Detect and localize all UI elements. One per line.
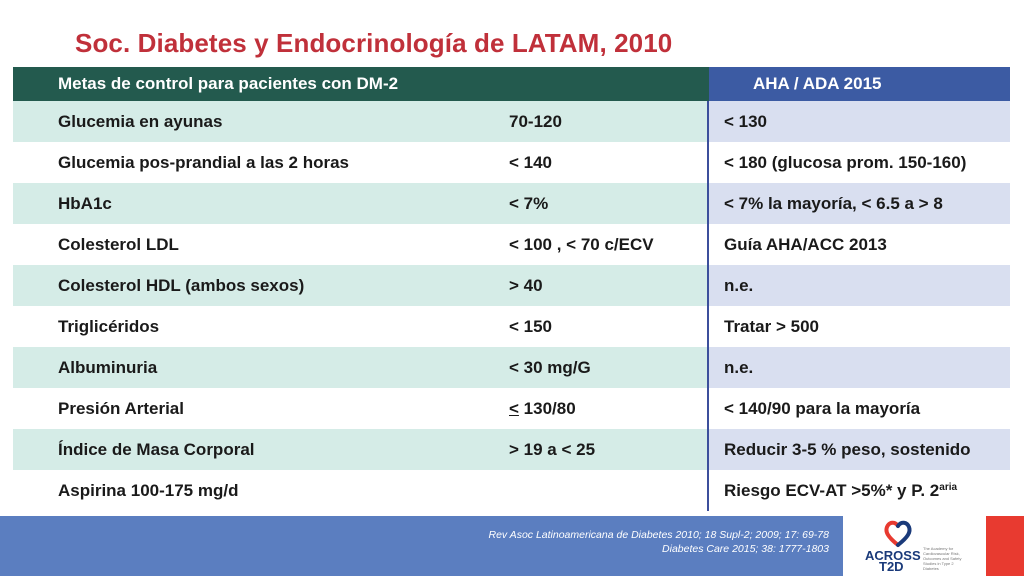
param-cell: Colesterol LDL bbox=[58, 235, 179, 254]
table-row: Colesterol LDL < 100 , < 70 c/ECV Guía A… bbox=[13, 224, 1010, 265]
param-cell: Glucemia en ayunas bbox=[58, 112, 223, 131]
heart-icon bbox=[884, 520, 912, 547]
latam-cell: < 130/80 bbox=[509, 388, 576, 429]
aha-cell: < 130 bbox=[724, 112, 768, 131]
aha-cell: n.e. bbox=[724, 276, 754, 295]
aha-cell: Guía AHA/ACC 2013 bbox=[724, 235, 887, 254]
footer-bar: Rev Asoc Latinoamericana de Diabetes 201… bbox=[0, 516, 843, 576]
param-cell: Triglicéridos bbox=[58, 317, 160, 336]
logo-wordmark: ACROSS T2D bbox=[865, 548, 921, 574]
table-row: Glucemia en ayunas 70-120 < 130 bbox=[13, 101, 1010, 142]
table-row: Aspirina 100-175 mg/d Riesgo ECV-AT >5%*… bbox=[13, 470, 1010, 511]
aha-cell: < 180 (glucosa prom. 150-160) bbox=[724, 153, 967, 172]
table-row: HbA1c < 7% < 7% la mayoría, < 6.5 a > 8 bbox=[13, 183, 1010, 224]
slide-title: Soc. Diabetes y Endocrinología de LATAM,… bbox=[75, 28, 673, 58]
table-row: Glucemia pos-prandial a las 2 horas < 14… bbox=[13, 142, 1010, 183]
latam-cell: < 30 mg/G bbox=[509, 358, 591, 377]
table-row: Albuminuria < 30 mg/G n.e. bbox=[13, 347, 1010, 388]
param-cell: Aspirina 100-175 mg/d bbox=[58, 481, 239, 500]
table-row: Índice de Masa Corporal > 19 a < 25 Redu… bbox=[13, 429, 1010, 470]
across-t2d-logo: ACROSS T2D The Academy for Cardiovascula… bbox=[843, 516, 986, 576]
column-divider bbox=[707, 101, 709, 511]
aha-cell: Reducir 3-5 % peso, sostenido bbox=[724, 440, 971, 459]
aha-cell: Riesgo ECV-AT >5%* y P. 2aria bbox=[724, 470, 957, 511]
header-latam-label: Metas de control para pacientes con DM-2 bbox=[58, 74, 399, 93]
latam-value: 130/80 bbox=[518, 399, 576, 418]
references: Rev Asoc Latinoamericana de Diabetes 201… bbox=[488, 528, 829, 556]
param-cell: Índice de Masa Corporal bbox=[58, 440, 255, 459]
less-equal-symbol: < bbox=[509, 399, 519, 418]
aha-cell: n.e. bbox=[724, 358, 754, 377]
param-cell: Presión Arterial bbox=[58, 399, 184, 418]
param-cell: Glucemia pos-prandial a las 2 horas bbox=[58, 153, 349, 172]
aha-cell: Tratar > 500 bbox=[724, 317, 819, 336]
table-row: Presión Arterial < 130/80 < 140/90 para … bbox=[13, 388, 1010, 429]
latam-cell: < 7% bbox=[509, 194, 549, 213]
aha-value: Riesgo ECV-AT >5%* y P. 2 bbox=[724, 481, 940, 500]
aha-cell: < 140/90 para la mayoría bbox=[724, 399, 921, 418]
param-cell: Albuminuria bbox=[58, 358, 158, 377]
latam-cell: > 19 a < 25 bbox=[509, 440, 596, 459]
reference-2: Diabetes Care 2015; 38: 1777-1803 bbox=[662, 543, 829, 555]
logo-tagline: The Academy for Cardiovascular Risk, Out… bbox=[923, 546, 962, 571]
header-aha-ada-label: AHA / ADA 2015 bbox=[753, 74, 882, 93]
latam-cell: < 150 bbox=[509, 317, 553, 336]
latam-cell: < 100 , < 70 c/ECV bbox=[509, 235, 654, 254]
param-cell: HbA1c bbox=[58, 194, 112, 213]
header-latam: Metas de control para pacientes con DM-2 bbox=[13, 67, 709, 101]
logo-name-bottom: T2D bbox=[879, 559, 904, 574]
latam-cell: < 140 bbox=[509, 153, 553, 172]
header-aha-ada: AHA / ADA 2015 bbox=[709, 67, 1010, 101]
accent-red-bar bbox=[986, 516, 1024, 576]
table-row: Colesterol HDL (ambos sexos) > 40 n.e. bbox=[13, 265, 1010, 306]
aha-cell: < 7% la mayoría, < 6.5 a > 8 bbox=[724, 194, 943, 213]
table-row: Triglicéridos < 150 Tratar > 500 bbox=[13, 306, 1010, 347]
goals-table: Metas de control para pacientes con DM-2… bbox=[13, 67, 1010, 511]
logo-name-top: ACROSS bbox=[865, 548, 921, 563]
latam-cell: 70-120 bbox=[509, 112, 562, 131]
reference-1: Rev Asoc Latinoamericana de Diabetes 201… bbox=[488, 529, 829, 541]
param-cell: Colesterol HDL (ambos sexos) bbox=[58, 276, 305, 295]
superscript: aria bbox=[939, 482, 958, 493]
latam-cell: > 40 bbox=[509, 276, 543, 295]
